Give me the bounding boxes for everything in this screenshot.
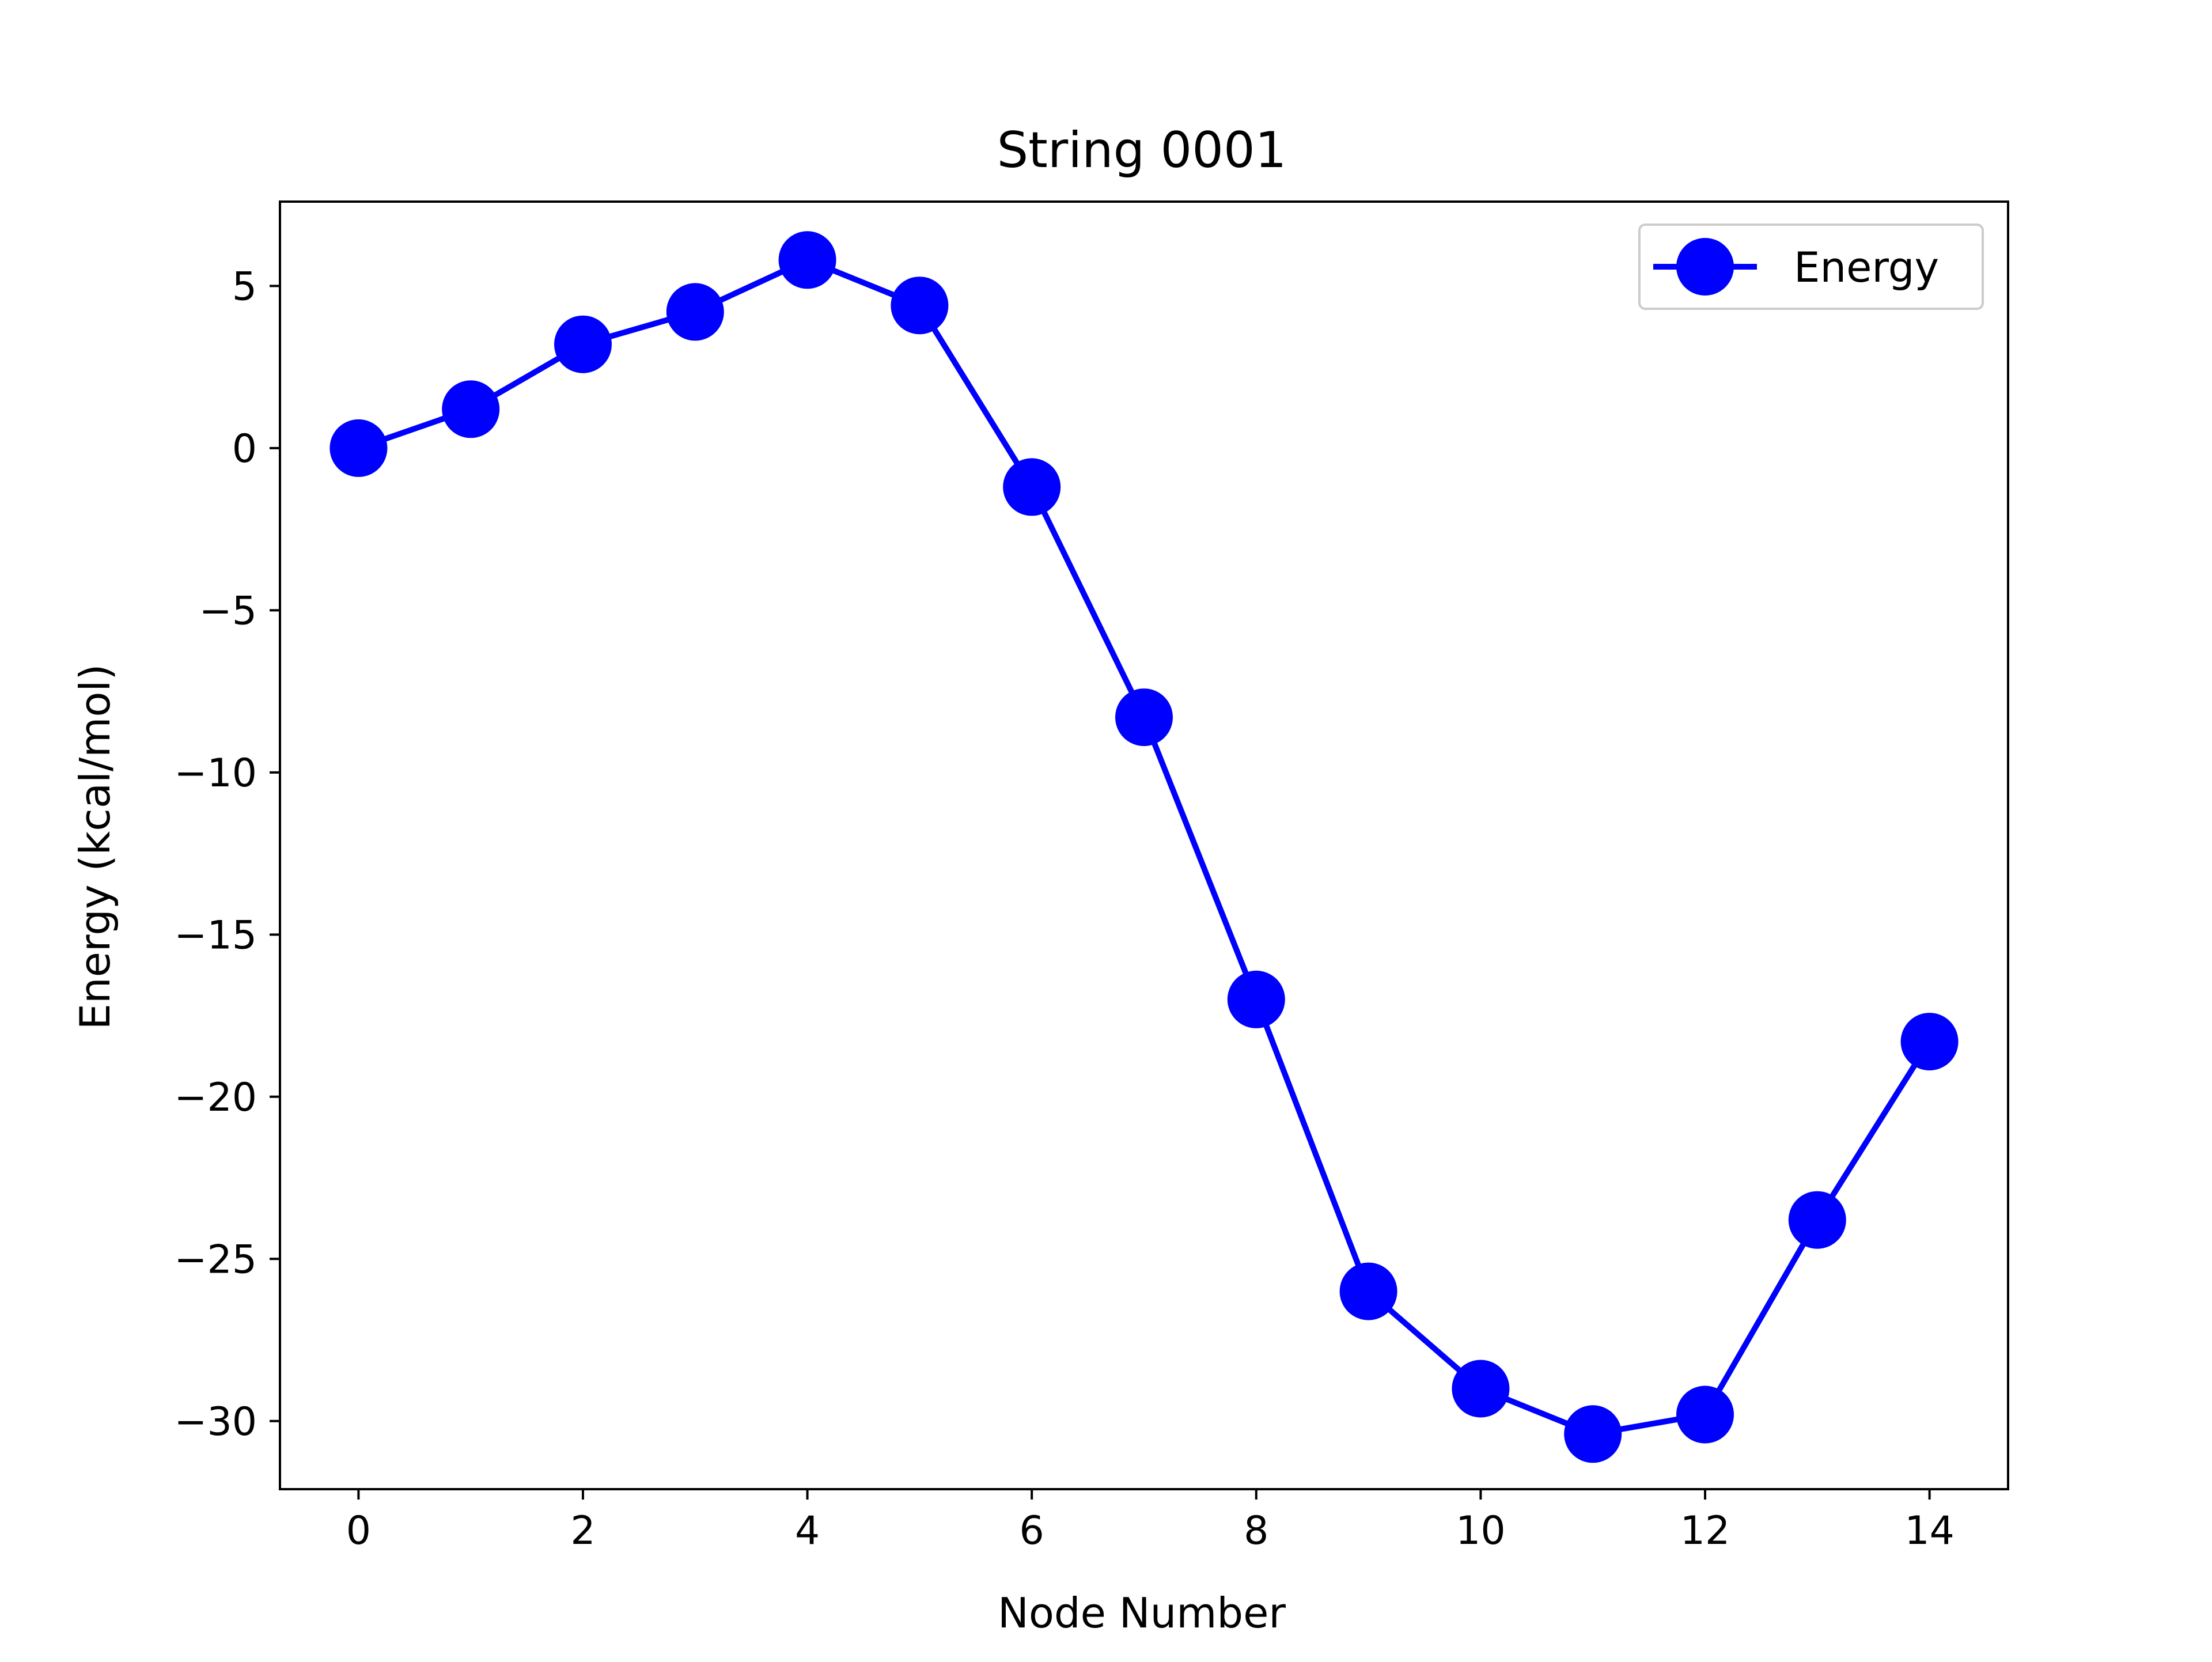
plot-frame (279, 200, 2009, 1490)
data-point (778, 231, 836, 289)
x-tick-label: 2 (570, 1508, 595, 1554)
x-tick-label: 14 (1904, 1508, 1955, 1554)
legend-label: Energy (1794, 243, 1939, 291)
data-point (1003, 458, 1061, 516)
y-axis-label: Energy (kcal/mol) (71, 664, 119, 1030)
data-point (442, 380, 500, 438)
data-point (1115, 688, 1173, 747)
y-tick-label: −20 (174, 1075, 257, 1120)
data-point (1788, 1191, 1846, 1249)
y-tick-label: −25 (174, 1237, 257, 1282)
data-point (1676, 1385, 1734, 1444)
y-tick-label: −10 (174, 751, 257, 796)
data-point (329, 419, 388, 477)
data-point (1452, 1360, 1510, 1418)
legend-box (1638, 224, 1984, 310)
x-tick-label: 4 (795, 1508, 820, 1554)
data-point (1339, 1262, 1397, 1320)
x-tick-label: 0 (346, 1508, 371, 1554)
y-tick-label: −5 (199, 588, 257, 634)
x-axis-label: Node Number (998, 1589, 1286, 1637)
y-tick-label: −30 (174, 1399, 257, 1445)
legend-marker-swatch (1676, 238, 1734, 296)
data-point (554, 315, 612, 373)
x-tick-label: 12 (1680, 1508, 1730, 1554)
y-tick-label: 5 (232, 264, 257, 309)
data-point (1227, 970, 1285, 1028)
plot-layer: 0 2 4 6 8 10 12 14 5 0 −5 −10 −15 −20 −25 −30 Energy (174, 200, 2009, 1554)
data-point (666, 283, 724, 341)
data-point (891, 277, 949, 335)
data-point (1564, 1405, 1622, 1463)
x-tick-label: 8 (1244, 1508, 1268, 1554)
x-tick-label: 10 (1456, 1508, 1506, 1554)
y-tick-label: 0 (232, 426, 257, 472)
x-tick-label: 6 (1020, 1508, 1044, 1554)
chart-title: String 0001 (997, 122, 1287, 179)
data-point (1900, 1013, 1959, 1071)
y-tick-label: −15 (174, 913, 257, 958)
